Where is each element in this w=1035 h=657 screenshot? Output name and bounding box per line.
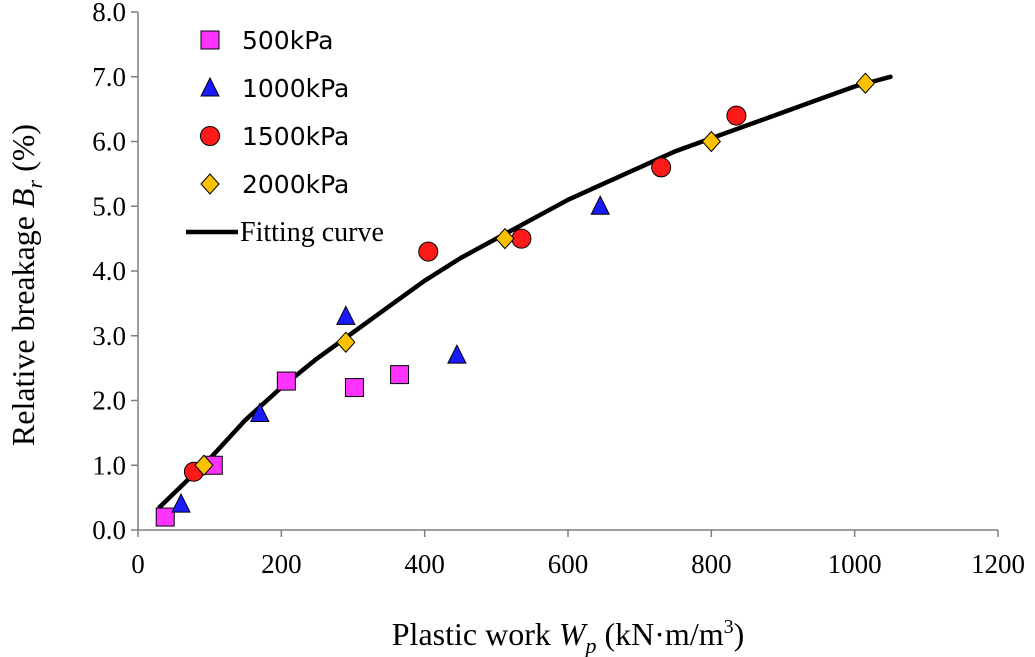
legend-label: Fitting curve: [240, 217, 384, 248]
y-tick-label: 2.0: [92, 386, 126, 416]
x-tick-label: 800: [691, 549, 732, 579]
y-tick-label: 8.0: [92, 0, 126, 27]
axes: [131, 11, 999, 537]
legend-marker-square: [200, 30, 220, 50]
x-tick-label: 400: [404, 549, 445, 579]
data-point: [250, 402, 270, 422]
data-point: [276, 371, 296, 391]
y-tick-label: 1.0: [92, 450, 126, 480]
series-2000kpa: [194, 72, 876, 476]
data-point: [155, 507, 175, 527]
data-point: [726, 105, 747, 126]
series-1000kpa: [171, 195, 611, 513]
series-500kpa: [155, 365, 410, 527]
x-tick-label: 1200: [971, 549, 1025, 579]
y-axis-title: Relative breakage Br (%): [5, 124, 47, 446]
data-point: [590, 195, 611, 215]
y-tick-label: 5.0: [92, 191, 126, 221]
legend-label: 1000kPa: [242, 74, 349, 103]
legend-label: 2000kPa: [242, 170, 349, 199]
data-point: [701, 130, 722, 153]
x-tick-label: 600: [548, 549, 589, 579]
data-point: [447, 344, 467, 364]
x-tick-label: 0: [131, 549, 145, 579]
y-tick-label: 7.0: [92, 62, 126, 92]
plot-area: [155, 72, 893, 527]
data-point: [194, 454, 214, 476]
legend-marker-circle: [200, 126, 220, 146]
legend-label: 1500kPa: [242, 122, 349, 151]
y-tick-label: 4.0: [92, 256, 126, 286]
x-tick-label: 200: [261, 549, 302, 579]
y-tick-label: 0.0: [92, 515, 126, 545]
data-point: [418, 241, 439, 262]
y-tick-label: 6.0: [92, 127, 126, 157]
legend: 500kPa 1000kPa 1500kPa 2000kPa Fitting curve: [186, 26, 384, 248]
legend-marker-triangle: [200, 76, 220, 97]
x-tick-label: 1000: [828, 549, 882, 579]
data-point: [855, 72, 876, 94]
x-tick-labels: 0 200 400 600 800 1000 1200: [131, 549, 1025, 579]
data-point: [336, 331, 356, 353]
data-point: [511, 228, 532, 249]
y-tick-labels: 0.0 1.0 2.0 3.0 4.0 5.0 6.0 7.0 8.0: [92, 0, 126, 545]
data-point: [390, 365, 410, 385]
legend-marker-diamond: [200, 173, 220, 195]
data-point: [171, 492, 191, 513]
data-point: [344, 378, 364, 398]
data-point: [651, 157, 672, 178]
legend-label: 500kPa: [242, 26, 333, 55]
x-axis-title: Plastic work Wp (kN·m/m3): [392, 616, 745, 657]
data-point: [336, 305, 356, 325]
series-1500kpa: [183, 105, 747, 482]
y-tick-label: 3.0: [92, 321, 126, 351]
data-point: [495, 227, 515, 250]
